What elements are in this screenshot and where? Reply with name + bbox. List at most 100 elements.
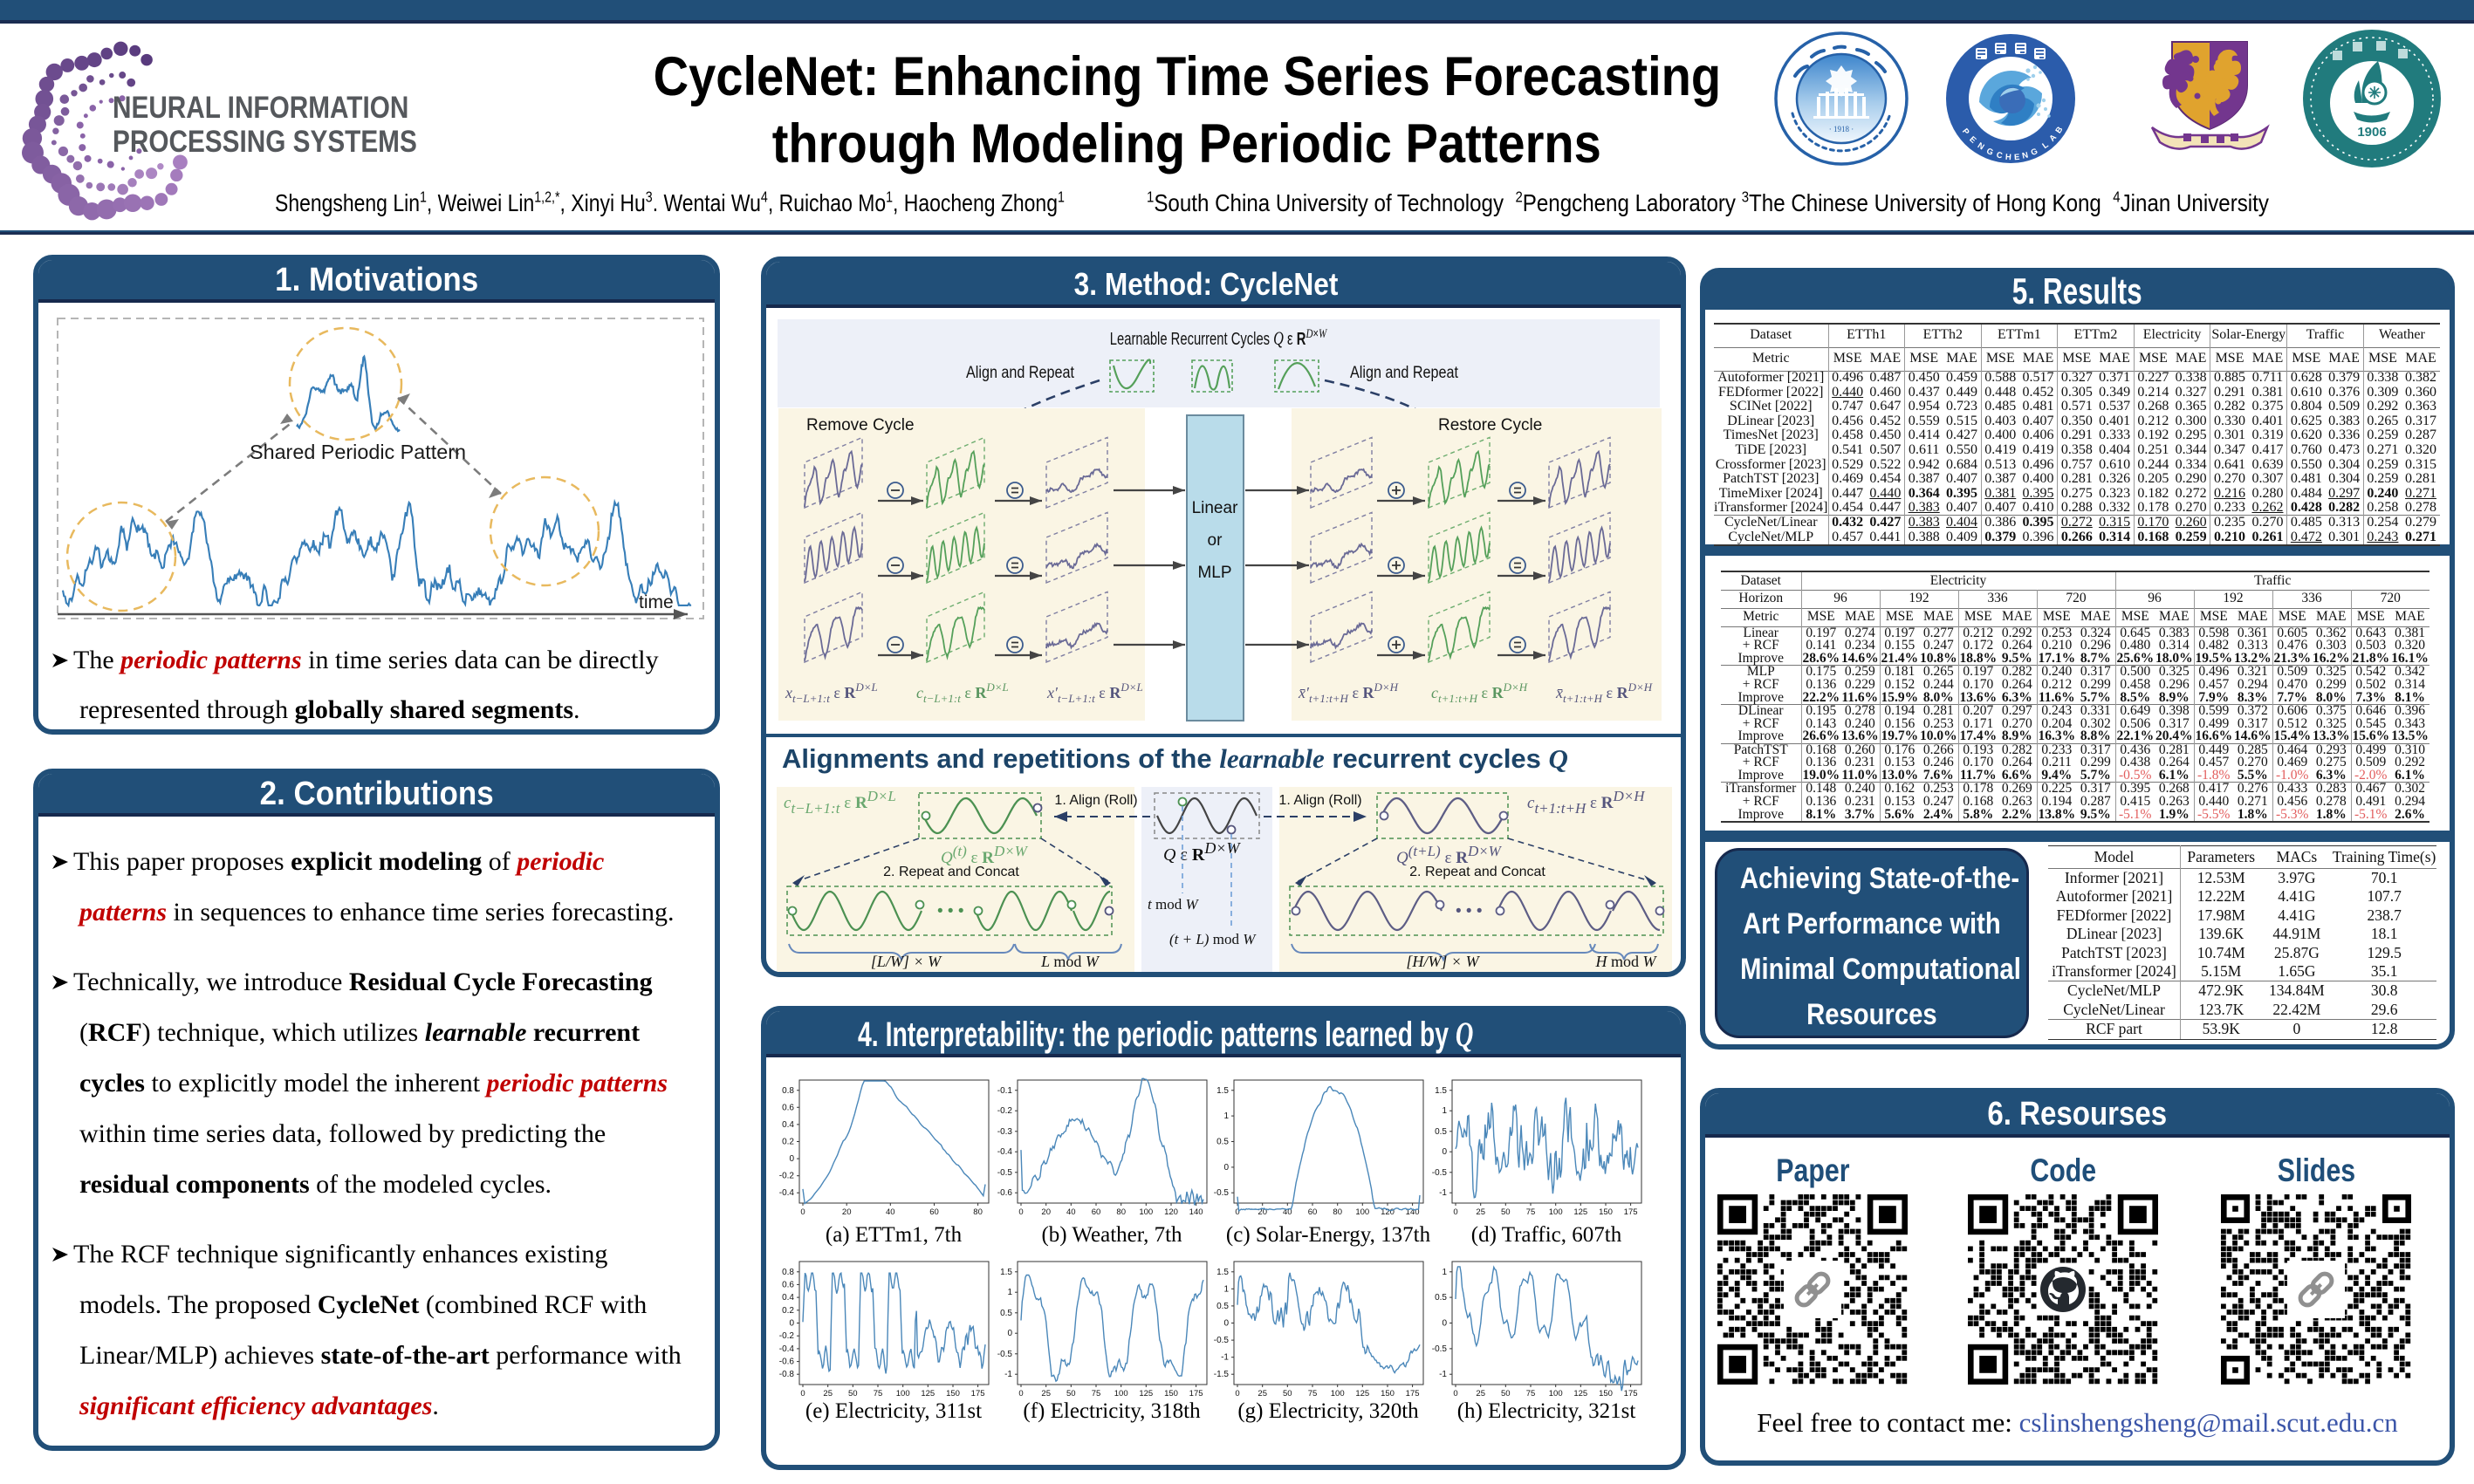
svg-text:N: N — [1976, 140, 1986, 152]
svg-text:0: 0 — [1018, 1207, 1023, 1217]
svg-text:0: 0 — [800, 1389, 805, 1399]
svg-text:0.4: 0.4 — [782, 1120, 794, 1130]
svg-text:C: C — [1996, 150, 2004, 161]
svg-text:175: 175 — [971, 1389, 985, 1399]
svg-text:-0.4: -0.4 — [779, 1188, 795, 1198]
svg-text:-0.4: -0.4 — [997, 1147, 1013, 1157]
svg-text:-0.2: -0.2 — [779, 1331, 795, 1341]
svg-text:0.8: 0.8 — [782, 1268, 794, 1277]
svg-text:0: 0 — [1235, 1207, 1239, 1217]
svg-text:1: 1 — [1442, 1268, 1447, 1277]
svg-text:1.5: 1.5 — [1000, 1268, 1012, 1277]
svg-text:75: 75 — [1092, 1389, 1101, 1399]
svg-text:-0.5: -0.5 — [1432, 1344, 1448, 1354]
svg-text:time: time — [639, 592, 674, 612]
svg-text:100: 100 — [1139, 1207, 1153, 1217]
svg-text:-0.8: -0.8 — [779, 1370, 795, 1379]
svg-text:[H/W] × W: [H/W] × W — [1406, 953, 1480, 970]
svg-text:N: N — [2021, 150, 2029, 161]
svg-text:0.6: 0.6 — [782, 1103, 794, 1112]
svg-text:1: 1 — [1223, 1111, 1229, 1121]
svg-text:-1.5: -1.5 — [1214, 1370, 1230, 1379]
svg-text:(h) Electricity, 321st: (h) Electricity, 321st — [1457, 1399, 1636, 1423]
svg-text:• • •: • • • — [937, 902, 964, 920]
svg-text:(g) Electricity, 320th: (g) Electricity, 320th — [1237, 1399, 1419, 1423]
svg-text:125: 125 — [1573, 1389, 1587, 1399]
svg-text:x̄t+1:t+H ε RD×H: x̄t+1:t+H ε RD×H — [1555, 680, 1653, 705]
svg-text:(d) Traffic, 607th: (d) Traffic, 607th — [1471, 1223, 1622, 1247]
svg-text:125: 125 — [1139, 1389, 1153, 1399]
svg-text:2. Repeat and Concat: 2. Repeat and Concat — [1409, 865, 1545, 879]
svg-text:Restore Cycle: Restore Cycle — [1438, 416, 1542, 434]
svg-text:100: 100 — [1549, 1207, 1563, 1217]
svg-text:175: 175 — [1406, 1389, 1420, 1399]
svg-text:(t + L) mod W: (t + L) mod W — [1169, 931, 1257, 947]
svg-text:80: 80 — [1333, 1207, 1342, 1217]
svg-text:Learnable Recurrent Cycles Q ε: Learnable Recurrent Cycles Q ε RD×W — [1110, 325, 1327, 349]
svg-text:-1: -1 — [1004, 1370, 1012, 1379]
svg-text:B: B — [2053, 125, 2065, 135]
svg-text:75: 75 — [1526, 1207, 1536, 1217]
svg-text:0.5: 0.5 — [1435, 1293, 1447, 1303]
svg-text:MLP: MLP — [1197, 564, 1231, 582]
svg-text:75: 75 — [874, 1389, 883, 1399]
svg-text:-0.5: -0.5 — [1432, 1168, 1448, 1178]
svg-text:175: 175 — [1189, 1389, 1203, 1399]
svg-text:40: 40 — [1283, 1207, 1292, 1217]
svg-text:(e) Electricity, 311st: (e) Electricity, 311st — [805, 1399, 982, 1423]
svg-text:0.2: 0.2 — [782, 1138, 794, 1147]
svg-text:G: G — [1985, 147, 1995, 158]
svg-text:1906: 1906 — [2357, 125, 2386, 140]
svg-text:Shared Periodic Pattern: Shared Periodic Pattern — [250, 441, 466, 463]
svg-text:• • •: • • • — [1456, 902, 1483, 920]
svg-text:60: 60 — [929, 1207, 939, 1217]
svg-text:-0.1: -0.1 — [997, 1086, 1013, 1096]
svg-text:20: 20 — [1258, 1207, 1267, 1217]
svg-text:40: 40 — [886, 1207, 895, 1217]
svg-text:40: 40 — [1066, 1207, 1076, 1217]
svg-text:25: 25 — [823, 1389, 833, 1399]
svg-text:(f) Electricity, 318th: (f) Electricity, 318th — [1023, 1399, 1201, 1423]
svg-text:-0.2: -0.2 — [997, 1106, 1013, 1116]
svg-text:75: 75 — [1526, 1389, 1536, 1399]
svg-text:120: 120 — [1164, 1207, 1178, 1217]
svg-text:60: 60 — [1308, 1207, 1318, 1217]
svg-text:175: 175 — [1624, 1389, 1638, 1399]
svg-text:or: or — [1208, 531, 1223, 550]
svg-text:Remove Cycle: Remove Cycle — [806, 416, 915, 434]
svg-text:-1: -1 — [1439, 1370, 1447, 1379]
svg-text:Alignments and repetitions of: Alignments and repetitions of the learna… — [782, 743, 1568, 774]
svg-text:· 1918 ·: · 1918 · — [1829, 125, 1854, 133]
svg-text:0: 0 — [1223, 1163, 1229, 1173]
svg-text:G: G — [2030, 147, 2039, 158]
svg-text:(b) Weather, 7th: (b) Weather, 7th — [1041, 1223, 1182, 1247]
svg-text:80: 80 — [973, 1207, 983, 1217]
svg-text:0: 0 — [1018, 1389, 1023, 1399]
svg-text:L: L — [2040, 140, 2050, 151]
svg-text:125: 125 — [921, 1389, 935, 1399]
svg-text:-1: -1 — [1221, 1353, 1229, 1363]
svg-text:0: 0 — [800, 1207, 805, 1217]
svg-text:0: 0 — [1453, 1207, 1457, 1217]
svg-text:0: 0 — [1007, 1329, 1012, 1338]
svg-text:75: 75 — [1308, 1389, 1318, 1399]
svg-text:150: 150 — [1599, 1207, 1613, 1217]
svg-text:150: 150 — [1599, 1389, 1613, 1399]
svg-text:80: 80 — [1116, 1207, 1126, 1217]
svg-text:-0.5: -0.5 — [1214, 1336, 1230, 1345]
svg-text:0.5: 0.5 — [1000, 1309, 1012, 1318]
svg-text:25: 25 — [1476, 1207, 1485, 1217]
svg-text:25: 25 — [1258, 1389, 1267, 1399]
svg-text:-0.4: -0.4 — [779, 1344, 795, 1354]
svg-text:0.2: 0.2 — [782, 1306, 794, 1316]
svg-text:-0.5: -0.5 — [1214, 1188, 1230, 1198]
svg-text:140: 140 — [1406, 1207, 1420, 1217]
svg-text:20: 20 — [1041, 1207, 1051, 1217]
svg-text:(a) ETTm1, 7th: (a) ETTm1, 7th — [826, 1223, 963, 1247]
svg-text:H mod W: H mod W — [1594, 953, 1657, 970]
svg-text:1. Align (Roll): 1. Align (Roll) — [1054, 793, 1137, 808]
svg-text:1.5: 1.5 — [1435, 1086, 1447, 1096]
svg-text:100: 100 — [1114, 1389, 1128, 1399]
svg-text:50: 50 — [1501, 1389, 1511, 1399]
svg-text:Linear: Linear — [1192, 499, 1238, 517]
